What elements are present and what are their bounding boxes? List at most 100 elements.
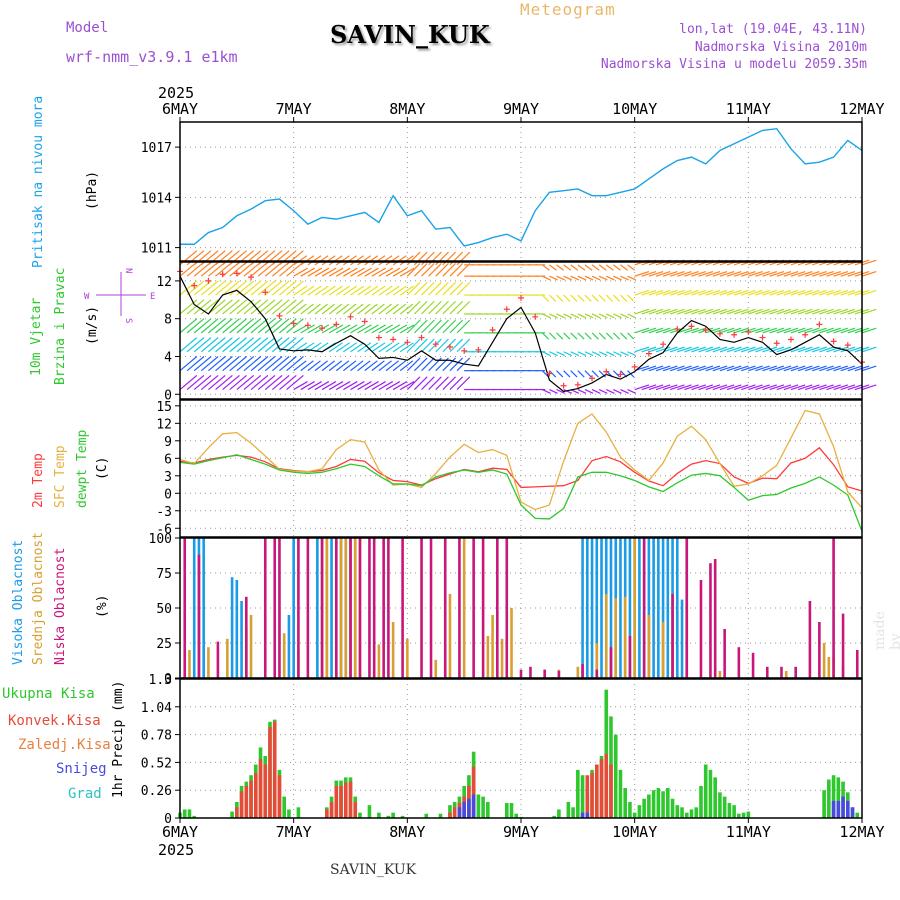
year-label-top: 2025 (158, 84, 194, 102)
wind-arrow (712, 365, 728, 372)
wind-arrow (279, 299, 297, 315)
cloud-bar (652, 538, 655, 678)
wind-arrow (264, 299, 283, 315)
wind-arrow (406, 281, 421, 296)
wind-arrow (293, 381, 308, 391)
wind-arrow (364, 324, 379, 334)
wind-arrow (250, 337, 269, 353)
wind-arrow (627, 313, 636, 319)
wind-arrow (819, 346, 834, 353)
wind-arrow (705, 384, 721, 391)
series-line (180, 127, 863, 247)
wind-arrow (328, 285, 343, 296)
wind-arrow (215, 299, 233, 315)
wind-arrow (208, 356, 226, 372)
wind-arrow (769, 384, 785, 391)
wind-arrow (684, 384, 699, 391)
gust-marker (248, 274, 255, 281)
wind-arrow (343, 381, 358, 391)
wind-arrow (755, 346, 770, 353)
wind-arrow (655, 346, 671, 353)
x-tick-label-top: 6MAY (162, 100, 198, 118)
y-tick-label: 15 (156, 400, 172, 415)
wind-arrow (812, 308, 827, 315)
wind-arrow (449, 338, 464, 353)
wind-arrow (378, 381, 394, 391)
cloud-bar (377, 644, 381, 678)
gust-marker (446, 344, 453, 351)
wind-arrow (222, 337, 240, 353)
precip-bar (391, 812, 395, 818)
cloud-bar (841, 613, 845, 678)
wind-arrow (392, 381, 408, 391)
gust-marker (361, 318, 368, 325)
wind-arrow (613, 313, 622, 319)
precip-bar (855, 812, 860, 818)
model-elevation-text: Nadmorska Visina u modelu 2059.35m (600, 57, 867, 72)
wind-arrow (790, 327, 806, 334)
wind-arrow (271, 280, 290, 296)
wind-arrow (648, 365, 664, 372)
wind-arrow (627, 351, 636, 357)
wind-arrow (570, 275, 580, 281)
precip-bar (263, 764, 268, 818)
precip-bar (244, 785, 249, 818)
precip-bar (481, 796, 485, 818)
wind-arrow (670, 346, 685, 353)
cloud-bar (349, 538, 352, 678)
wind-arrow (200, 374, 219, 391)
cloud-bar (581, 664, 584, 678)
wind-arrow (812, 365, 827, 372)
cloud-bar (387, 538, 390, 678)
wind-arrow (769, 270, 785, 277)
wind-arrow (584, 332, 592, 340)
wind-arrow (343, 285, 357, 296)
wind-arrow (826, 270, 841, 277)
wind-arrow (371, 324, 386, 334)
wind-arrow (598, 264, 607, 271)
wind-arrow (392, 303, 407, 315)
wind-arrow (350, 381, 365, 391)
model-label: Model (66, 20, 109, 36)
wind-arrow (222, 374, 240, 391)
wind-arrow (776, 346, 792, 353)
wind-arrow (435, 263, 449, 277)
wind-arrow (449, 376, 464, 390)
precip-bar (576, 769, 580, 818)
wind-arrow (456, 376, 471, 390)
cloud-bar (240, 601, 243, 678)
wind-arrow (698, 346, 714, 353)
wind-arrow (371, 267, 386, 277)
cloud-bar (590, 538, 594, 678)
wind-arrow (307, 381, 323, 391)
gust-marker (816, 321, 823, 328)
wind-arrow (790, 308, 806, 315)
wind-arrow (783, 308, 799, 315)
wind-arrow (776, 365, 792, 372)
precip-bar (367, 805, 372, 818)
wind-arrow (833, 384, 849, 391)
precip-bar (841, 796, 845, 818)
precip-bar (675, 805, 680, 818)
wind-arrow (236, 318, 255, 334)
precip-bar (703, 764, 708, 818)
cloud-bar (576, 666, 580, 678)
precip-bar (566, 801, 571, 818)
wind-arrow (541, 264, 550, 271)
wind-arrow (215, 337, 233, 353)
precip-bar (343, 782, 348, 818)
cloud-bar (183, 538, 187, 678)
wind-arrow (655, 270, 671, 277)
cloud-bar (680, 599, 684, 678)
cloud-bar (486, 636, 490, 678)
wind-arrow (733, 327, 749, 334)
wind-arrow (570, 313, 580, 319)
gust-marker (787, 336, 794, 343)
wind-arrow (392, 342, 407, 353)
precip-bar (599, 759, 604, 818)
wind-arrow (428, 300, 442, 315)
wind-arrow (406, 376, 421, 390)
wind-arrow (392, 324, 408, 334)
y-tick-label: 8 (164, 313, 172, 328)
wind-arrow (236, 337, 255, 353)
